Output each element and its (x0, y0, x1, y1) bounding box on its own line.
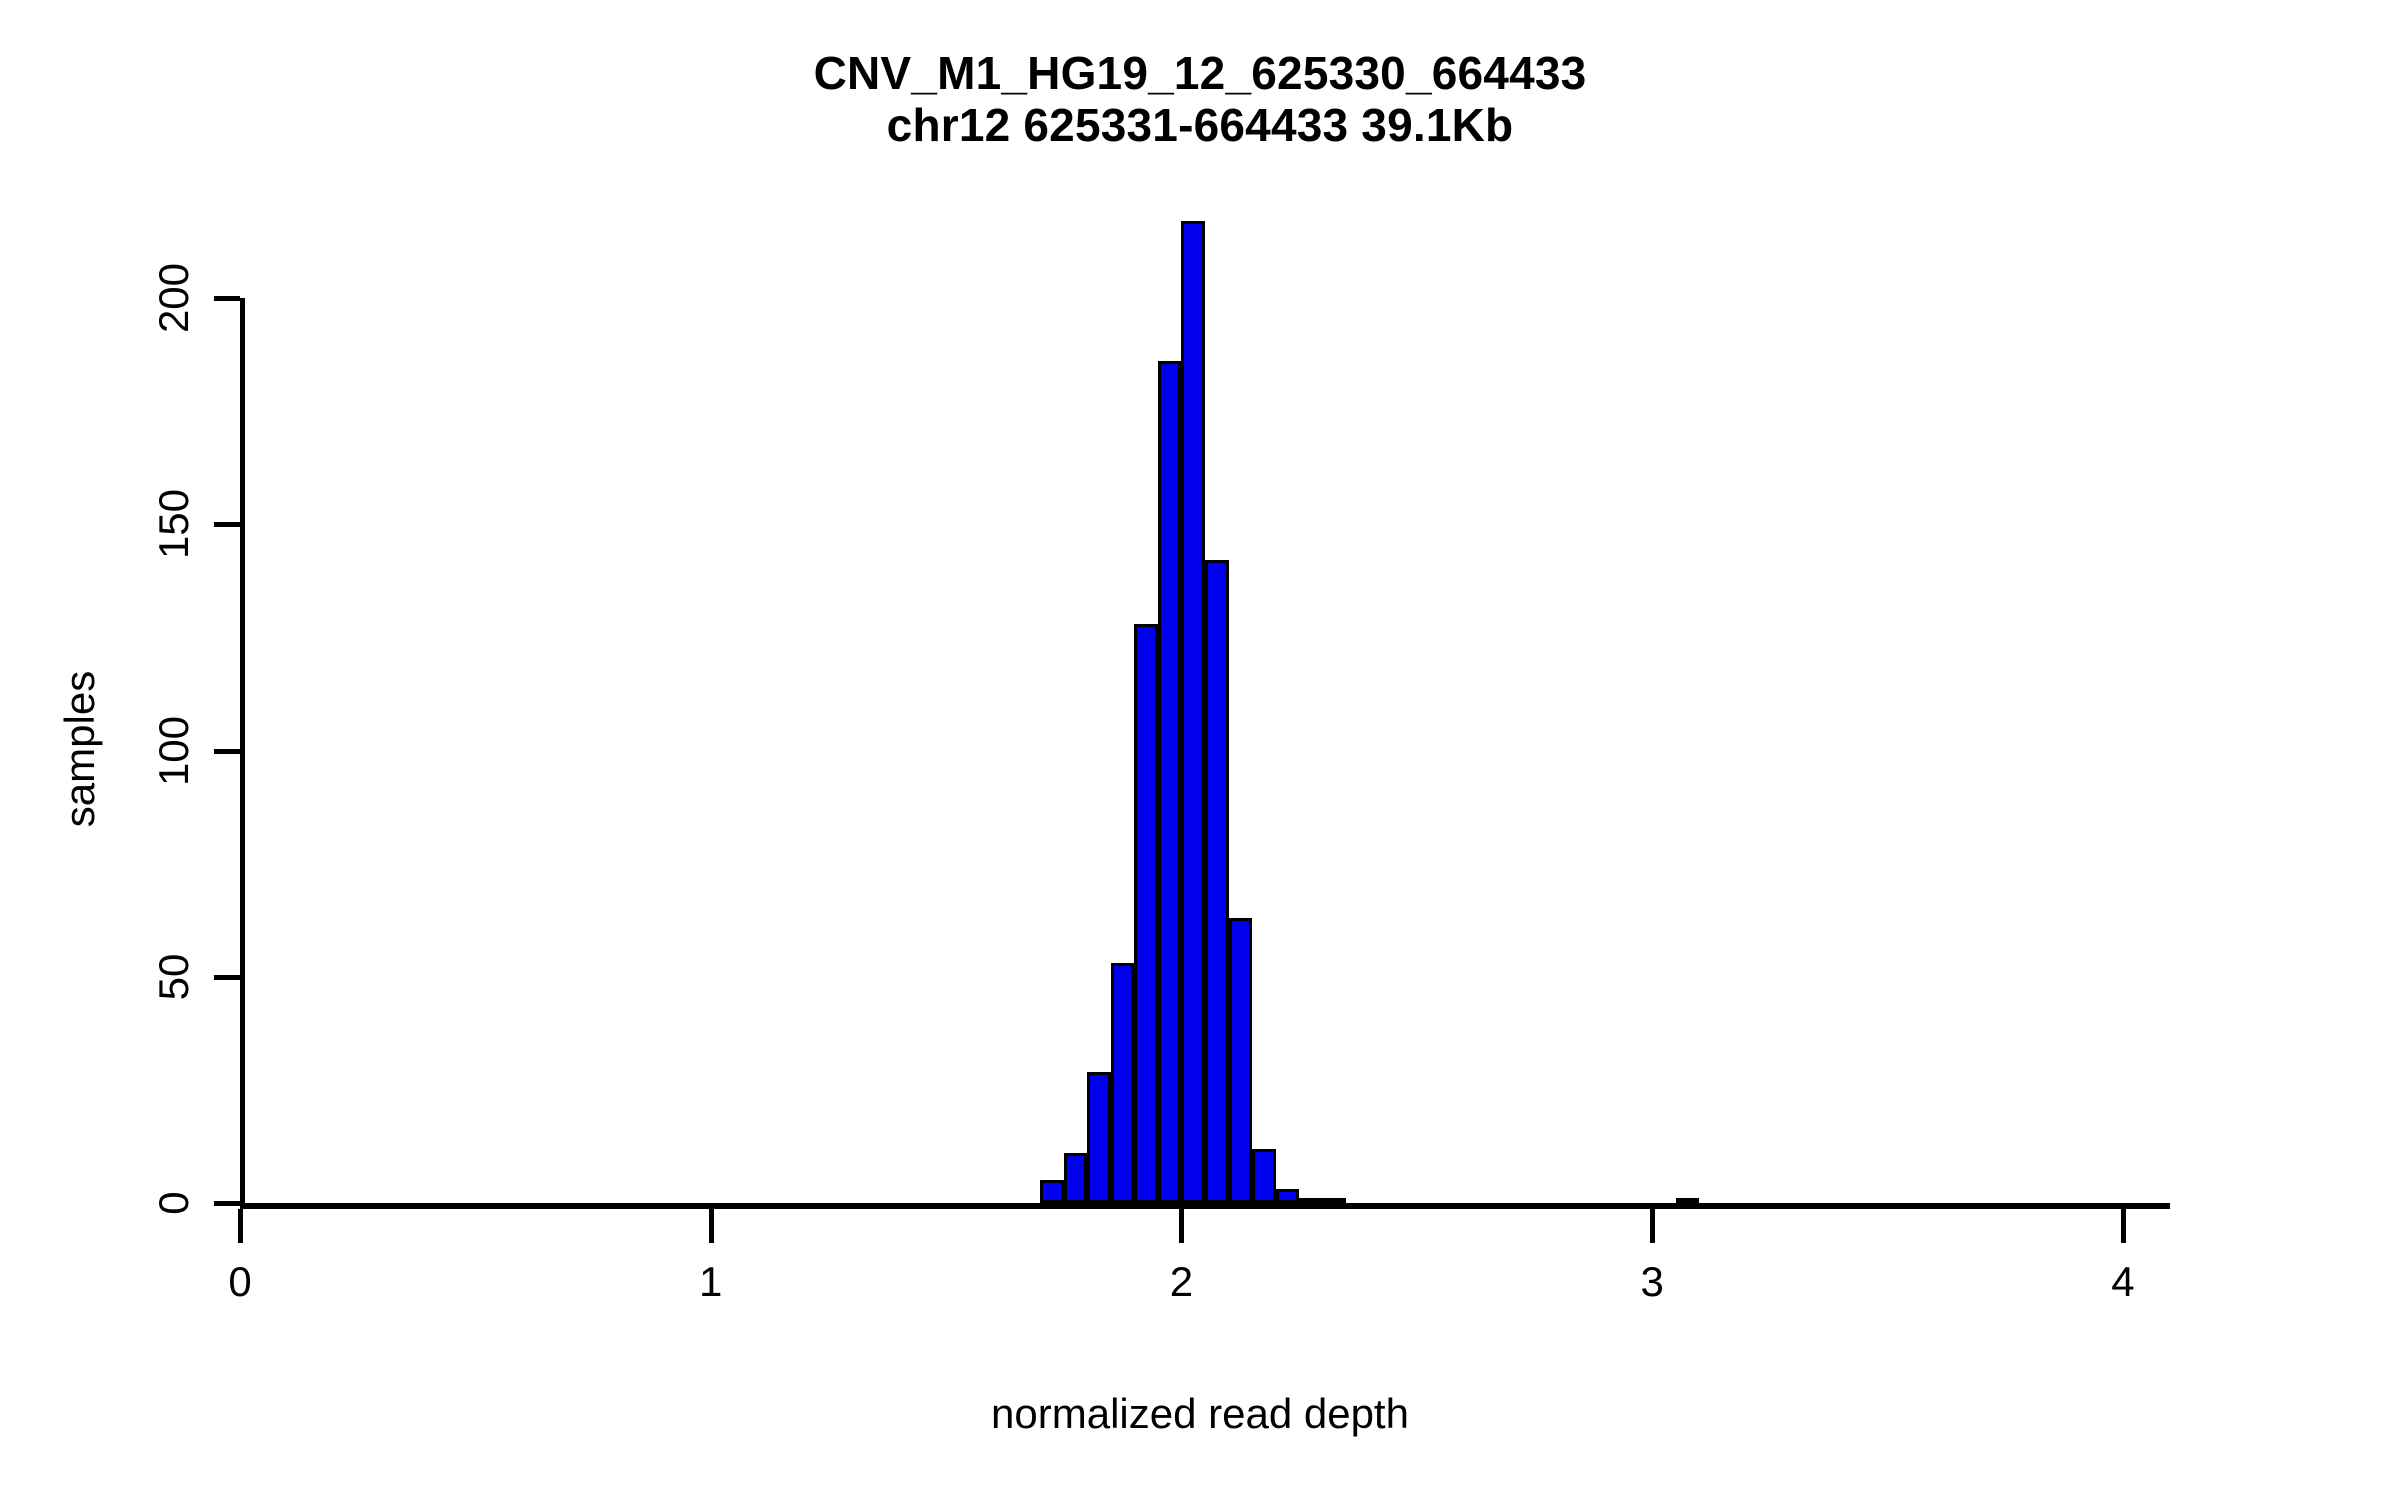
bar (1205, 560, 1229, 1203)
chart-title-line2: chr12 625331-664433 39.1Kb (886, 98, 1514, 151)
bar (1299, 1198, 1323, 1205)
y-tick-50 (214, 974, 240, 980)
y-tick-150 (214, 522, 240, 528)
x-tick-0 (238, 1209, 243, 1243)
bar (1040, 1180, 1064, 1203)
bar (1322, 1198, 1347, 1205)
bar (1228, 917, 1253, 1203)
y-axis-label: samples (56, 670, 103, 827)
bar (1134, 623, 1158, 1203)
bar (1110, 963, 1135, 1203)
bar (1675, 1198, 1700, 1205)
bar (1181, 221, 1205, 1203)
x-tick-1 (708, 1209, 714, 1243)
x-tick-4 (2120, 1209, 2126, 1243)
y-tick-0 (214, 1201, 240, 1206)
y-axis-line (240, 298, 245, 1204)
bar (1087, 1071, 1111, 1203)
y-tick-100 (214, 748, 240, 754)
bar (1063, 1153, 1088, 1203)
x-axis-label: normalized read depth (991, 1390, 1409, 1437)
chart-title: CNV_M1_HG19_12_625330_664433 chr12 62533… (0, 47, 2400, 151)
x-tick-label-0: 0 (228, 1258, 252, 1305)
x-axis-line (240, 1203, 2170, 1209)
x-tick-label-3: 3 (1640, 1258, 1664, 1305)
bar (1252, 1148, 1276, 1203)
x-tick-label-1: 1 (699, 1258, 723, 1305)
bar (1157, 361, 1182, 1203)
bar (1275, 1189, 1300, 1203)
x-tick-2 (1179, 1209, 1185, 1243)
chart-title-line1: CNV_M1_HG19_12_625330_664433 (813, 47, 1587, 99)
x-tick-label-2: 2 (1169, 1258, 1194, 1305)
x-tick-label-4: 4 (2111, 1258, 2135, 1305)
x-tick-3 (1650, 1209, 1656, 1243)
y-tick-200 (214, 296, 240, 301)
